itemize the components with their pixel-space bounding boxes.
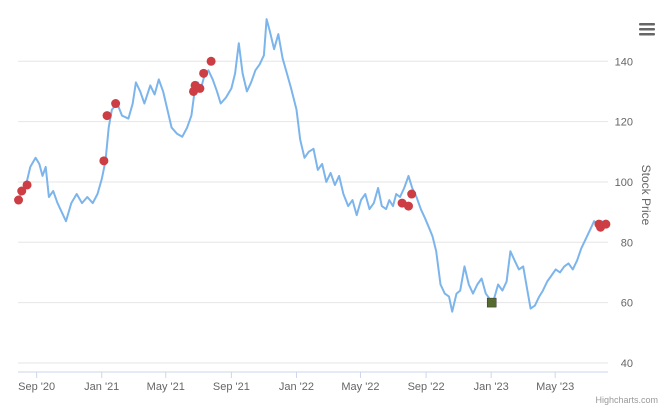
x-tick-label: Jan '23 xyxy=(474,381,509,393)
y-tick-label: 100 xyxy=(615,177,633,189)
y-tick-label: 40 xyxy=(621,358,633,370)
x-tick-label: Jan '21 xyxy=(84,381,119,393)
trade-marker-point[interactable] xyxy=(111,99,121,109)
y-tick-label: 80 xyxy=(621,237,633,249)
trade-marker-point[interactable] xyxy=(14,195,24,205)
x-tick-label: Jan '22 xyxy=(279,381,314,393)
y-tick-label: 120 xyxy=(615,117,633,129)
square-marker-point[interactable] xyxy=(486,297,497,308)
trade-marker-point[interactable] xyxy=(199,68,209,78)
y-axis-title: Stock Price xyxy=(639,165,653,226)
x-tick-label: Sep '22 xyxy=(408,381,445,393)
credits-link[interactable]: Highcharts.com xyxy=(595,395,658,405)
x-tick-label: Sep '20 xyxy=(18,381,55,393)
trade-marker-point[interactable] xyxy=(99,156,109,166)
trade-marker-point[interactable] xyxy=(407,189,417,199)
trade-marker-point[interactable] xyxy=(17,186,27,196)
price-line xyxy=(17,18,607,313)
trade-marker-point[interactable] xyxy=(22,180,32,190)
trade-marker-point[interactable] xyxy=(102,111,112,121)
x-tick-label: May '21 xyxy=(147,381,185,393)
series-layer xyxy=(14,18,611,313)
trade-marker-point[interactable] xyxy=(601,219,611,229)
x-tick-label: May '22 xyxy=(341,381,379,393)
grid-lines xyxy=(18,60,608,364)
x-tick-label: Sep '21 xyxy=(213,381,250,393)
y-tick-label: 60 xyxy=(621,298,633,310)
trade-marker-point[interactable] xyxy=(195,83,205,93)
y-axis: 40 60 80 100 120 140 xyxy=(615,56,633,370)
y-tick-label: 140 xyxy=(615,56,633,68)
x-axis: Sep '20 Jan '21 May '21 Sep '21 Jan '22 May '… xyxy=(18,371,608,393)
trade-marker-point[interactable] xyxy=(206,56,216,66)
trade-marker-point[interactable] xyxy=(403,201,413,211)
x-tick-label: May '23 xyxy=(536,381,574,393)
menu-icon[interactable] xyxy=(632,18,658,40)
